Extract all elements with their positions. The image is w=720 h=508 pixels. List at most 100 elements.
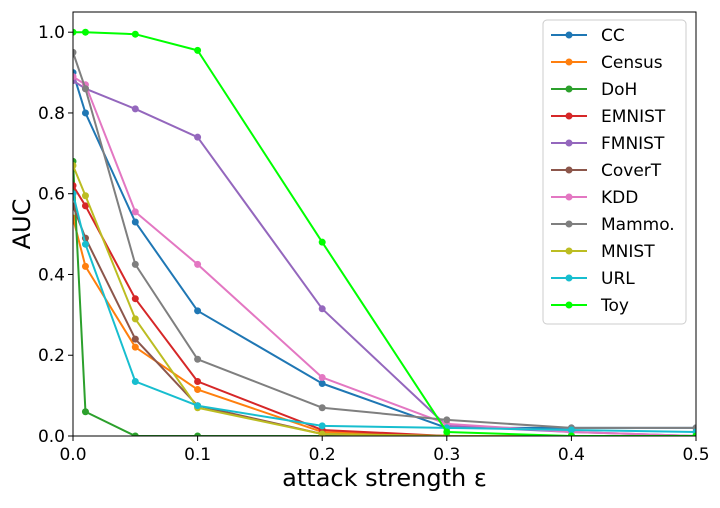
- data-point: [73, 48, 77, 56]
- legend-label: CoverT: [601, 161, 662, 181]
- data-point: [194, 386, 202, 394]
- y-axis-label: AUC: [8, 199, 36, 250]
- x-tick-label: 0.0: [59, 445, 86, 465]
- legend-label: Mammo.: [601, 215, 675, 235]
- series-layer: [73, 28, 696, 436]
- x-tick-label: 0.4: [558, 445, 585, 465]
- data-point: [318, 305, 326, 313]
- series-line-cc: [73, 72, 696, 429]
- series-line-mammo: [73, 52, 696, 429]
- data-point: [131, 343, 139, 351]
- legend-label: Census: [601, 53, 663, 73]
- data-point: [194, 432, 202, 436]
- legend-marker: [565, 220, 573, 228]
- axes: 0.0 0.1 0.2 0.3 0.4 0.5 0.0 0.2 0.4 0.6 0.8 1.0: [38, 23, 710, 465]
- legend-item-url: URL: [551, 269, 635, 289]
- legend-marker: [565, 247, 573, 255]
- legend-item-fmnist: FMNIST: [551, 134, 665, 154]
- legend-marker: [565, 166, 573, 174]
- legend-label: MNIST: [601, 242, 655, 262]
- data-point: [194, 260, 202, 268]
- y-tick-label: 0.2: [38, 346, 65, 366]
- data-point: [194, 377, 202, 385]
- data-point: [692, 432, 696, 436]
- data-point: [318, 380, 326, 387]
- data-point: [81, 85, 89, 93]
- legend-marker: [565, 112, 573, 120]
- data-point: [81, 240, 89, 248]
- legend-label: URL: [601, 269, 635, 289]
- legend-item-mnist: MNIST: [551, 242, 655, 262]
- x-tick-label: 0.2: [309, 445, 336, 465]
- data-point: [131, 432, 139, 436]
- x-tick-label: 0.1: [184, 445, 211, 465]
- series-line-url: [73, 193, 696, 433]
- series-line-doh: [73, 161, 696, 436]
- data-point: [318, 404, 326, 412]
- legend-marker: [565, 85, 573, 93]
- legend-item-mammo: Mammo.: [551, 215, 675, 235]
- plot-frame: [72, 11, 697, 437]
- legend-item-emnist: EMNIST: [551, 107, 666, 127]
- data-point: [81, 28, 89, 36]
- legend-item-covert: CoverT: [551, 161, 662, 181]
- legend-marker: [565, 274, 573, 282]
- series-toy: [73, 28, 696, 436]
- legend-label: FMNIST: [601, 134, 665, 154]
- data-point: [131, 218, 139, 226]
- data-point: [81, 262, 89, 270]
- x-tick-label: 0.3: [433, 445, 460, 465]
- legend-label: KDD: [601, 188, 638, 208]
- data-point: [131, 315, 139, 323]
- data-point: [131, 295, 139, 303]
- data-point: [131, 208, 139, 216]
- legend-item-kdd: KDD: [551, 188, 638, 208]
- data-point: [567, 426, 575, 434]
- series-line-emnist: [73, 185, 696, 436]
- data-point: [131, 30, 139, 38]
- legend-item-census: Census: [551, 53, 663, 73]
- data-point: [318, 430, 326, 436]
- series-line-census: [73, 217, 696, 436]
- legend-item-doh: DoH: [551, 80, 637, 100]
- data-point: [81, 202, 89, 210]
- legend-marker: [565, 58, 573, 66]
- data-point: [318, 422, 326, 430]
- legend-item-toy: Toy: [551, 296, 629, 316]
- data-point: [73, 182, 77, 190]
- data-point: [131, 105, 139, 113]
- data-point: [194, 307, 202, 315]
- series-line-kdd: [73, 75, 696, 436]
- legend-marker: [565, 31, 573, 39]
- y-tick-label: 0.6: [38, 185, 65, 205]
- legend-label: DoH: [601, 80, 637, 100]
- data-point: [73, 161, 77, 169]
- legend-marker: [565, 301, 573, 309]
- legend-box: [542, 19, 687, 325]
- data-point: [73, 28, 77, 36]
- data-point: [73, 73, 77, 81]
- series-line-mnist: [73, 165, 696, 436]
- y-tick-label: 0.4: [38, 265, 65, 285]
- data-point: [194, 355, 202, 363]
- legend-marker: [565, 193, 573, 201]
- data-point: [131, 377, 139, 385]
- y-tick-label: 0.8: [38, 104, 65, 124]
- y-tick-label: 0.0: [38, 427, 65, 447]
- legend-label: CC: [601, 26, 625, 46]
- data-point: [81, 192, 89, 200]
- data-point: [567, 432, 575, 436]
- data-point: [194, 133, 202, 141]
- legend-label: Toy: [600, 296, 629, 316]
- legend-item-cc: CC: [551, 26, 625, 46]
- legend: CC Census DoH EMNIST FMNIST CoverT KDD Mammo. MN…: [542, 19, 687, 325]
- data-point: [443, 428, 451, 436]
- series-line-toy: [73, 31, 696, 436]
- data-point: [443, 416, 451, 424]
- data-point: [194, 46, 202, 54]
- x-tick-label: 0.5: [682, 445, 709, 465]
- legend-marker: [565, 139, 573, 147]
- data-point: [131, 260, 139, 268]
